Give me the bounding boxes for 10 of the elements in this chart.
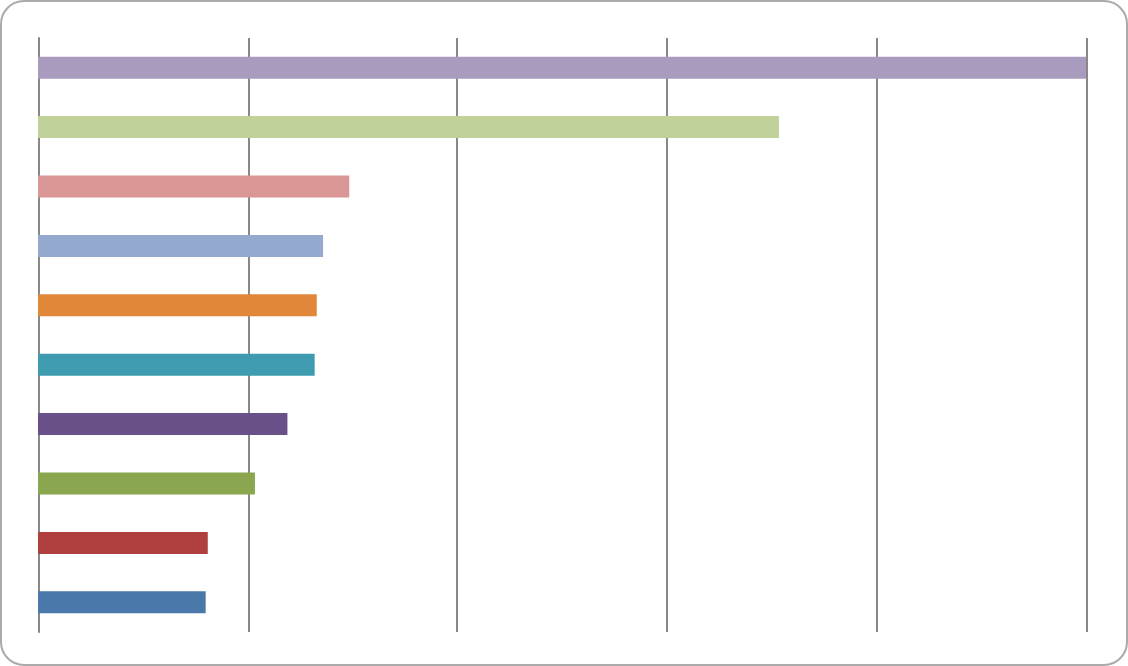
bar <box>38 353 315 376</box>
bar <box>38 175 350 198</box>
bar <box>38 591 206 614</box>
bar <box>38 531 208 554</box>
bar <box>38 472 255 495</box>
bar <box>38 413 288 436</box>
bar <box>38 56 1086 79</box>
bar <box>38 116 779 139</box>
bar <box>38 294 317 317</box>
bar <box>38 234 324 257</box>
